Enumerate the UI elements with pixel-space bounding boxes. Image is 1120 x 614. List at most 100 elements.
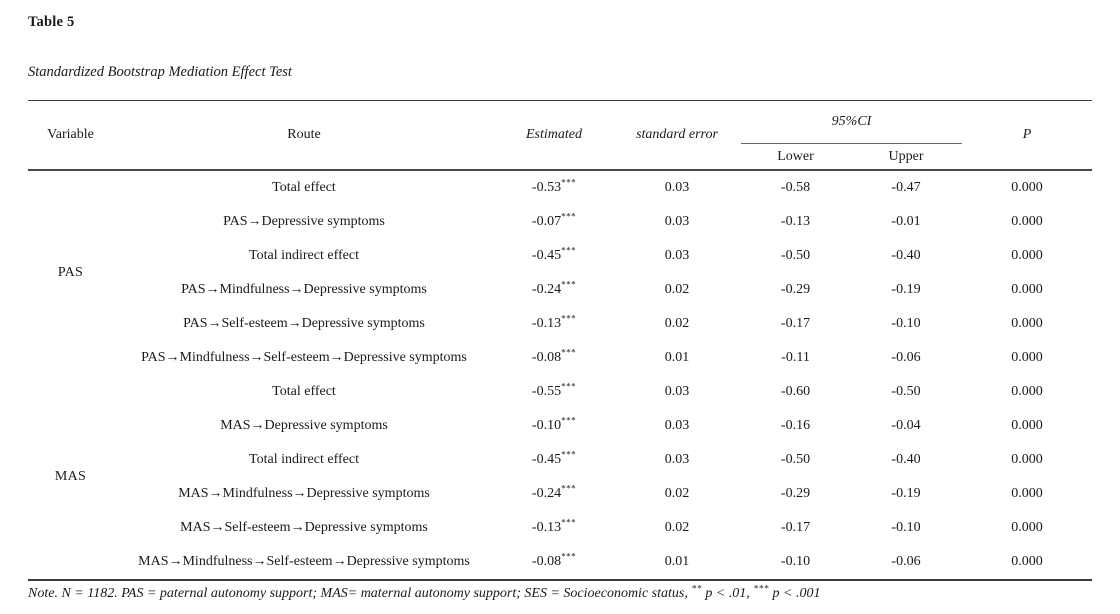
note-significance-stars: *** [753,584,770,595]
p-value-cell: 0.000 [1011,214,1043,229]
table-row: PAS→Self-esteem→Depressive symptoms -0.13… [28,307,1092,341]
table-header: Variable Route Estimated standard error … [28,100,1093,170]
ci-lower-cell: -0.29 [780,282,811,297]
col-header-p: P [1022,127,1032,142]
col-header-lower: Lower [777,148,814,164]
ci-lower-cell: -0.17 [780,316,811,331]
p-value-cell: 0.000 [1011,316,1043,331]
standard-error-cell: 0.03 [664,384,690,399]
table-row: MAS→Self-esteem→Depressive symptoms -0.13… [28,511,1092,545]
note-significance-stars: ** [691,584,702,595]
table-note: Note. N = 1182. PAS = paternal autonomy … [28,584,821,601]
mediation-effect-table: Variable Route Estimated standard error … [28,100,1093,581]
estimated-cell: -0.07*** [531,211,577,229]
estimated-cell: -0.08*** [531,551,577,569]
significance-stars: *** [561,245,577,256]
significance-stars: *** [561,313,577,324]
col-header-route: Route [287,127,321,142]
route-cell: Total effect [272,180,336,195]
standard-error-cell: 0.01 [664,554,690,569]
estimated-cell: -0.53*** [531,177,577,195]
table-row: PAS Total effect -0.53*** 0.03 -0.58 -0.47 0.0… [28,170,1092,280]
significance-stars: *** [561,517,577,528]
ci-lower-cell: -0.11 [781,350,810,365]
table-row: Total indirect effect -0.45*** 0.03 -0.50 -0… [28,443,1092,477]
standard-error-cell: 0.02 [664,316,690,331]
significance-stars: *** [561,177,577,188]
standard-error-cell: 0.02 [664,520,690,535]
ci-lower-cell: -0.50 [780,248,811,263]
col-header-standard-error: standard error [636,127,718,142]
table-label: Table 5 [28,14,75,30]
significance-stars: *** [561,347,577,358]
estimated-cell: -0.55*** [531,381,577,399]
table-row: MAS→Mindfulness→Depressive symptoms -0.24… [28,477,1092,511]
estimated-cell: -0.13*** [531,517,577,535]
significance-stars: *** [561,483,577,494]
ci-lower-cell: -0.58 [780,180,811,195]
estimated-cell: -0.13*** [531,313,577,331]
ci-upper-cell: -0.04 [891,418,921,433]
estimated-cell: -0.24*** [531,279,577,297]
ci-lower-cell: -0.29 [780,486,811,501]
route-cell: PAS→Depressive symptoms [223,214,385,229]
ci-upper-cell: -0.06 [891,350,921,365]
estimated-cell: -0.08*** [531,347,577,365]
estimated-cell: -0.45*** [531,449,577,467]
ci-upper-cell: -0.10 [891,520,921,535]
col-header-upper: Upper [888,148,924,164]
col-header-95ci: 95%CI [741,100,963,144]
route-cell: Total indirect effect [249,248,359,263]
p-value-cell: 0.000 [1011,520,1043,535]
col-header-estimated: Estimated [526,127,582,142]
significance-stars: *** [561,279,577,290]
significance-stars: *** [561,211,577,222]
ci-lower-cell: -0.60 [780,384,811,399]
ci-lower-cell: -0.16 [780,418,811,433]
p-value-cell: 0.000 [1011,180,1043,195]
p-value-cell: 0.000 [1011,452,1043,467]
estimated-cell: -0.10*** [531,415,577,433]
route-cell: Total indirect effect [249,452,359,467]
p-value-cell: 0.000 [1011,384,1043,399]
variable-group-label: MAS [54,469,87,484]
ci-upper-cell: -0.50 [891,384,921,399]
significance-stars: *** [561,415,577,426]
standard-error-cell: 0.01 [664,350,690,365]
variable-group-label: PAS [57,265,84,280]
ci-upper-cell: -0.47 [891,180,921,195]
ci-upper-cell: -0.19 [891,282,921,297]
table-row: PAS→Mindfulness→Self-esteem→Depressive s… [28,341,1092,375]
ci-upper-cell: -0.40 [891,452,921,467]
table-body: PAS Total effect -0.53*** 0.03 -0.58 -0.47 0.0… [28,170,1092,580]
estimated-cell: -0.24*** [531,483,577,501]
significance-stars: *** [561,449,577,460]
route-cell: MAS→Mindfulness→Self-esteem→Depressive s… [138,554,470,569]
route-cell: MAS→Self-esteem→Depressive symptoms [180,520,428,535]
significance-stars: *** [561,551,577,562]
col-header-variable: Variable [47,127,94,142]
standard-error-cell: 0.03 [664,180,690,195]
significance-stars: *** [561,381,577,392]
table-row: MAS→Mindfulness→Self-esteem→Depressive s… [28,545,1092,580]
route-cell: PAS→Mindfulness→Self-esteem→Depressive s… [141,350,467,365]
ci-upper-cell: -0.40 [891,248,921,263]
table-row: Total indirect effect -0.45*** 0.03 -0.50 -0… [28,239,1092,273]
estimated-cell: -0.45*** [531,245,577,263]
route-cell: PAS→Self-esteem→Depressive symptoms [183,316,425,331]
route-cell: PAS→Mindfulness→Depressive symptoms [181,282,427,297]
p-value-cell: 0.000 [1011,350,1043,365]
ci-upper-cell: -0.01 [891,214,921,229]
p-value-cell: 0.000 [1011,486,1043,501]
ci-lower-cell: -0.10 [780,554,811,569]
ci-lower-cell: -0.17 [780,520,811,535]
ci-upper-cell: -0.10 [891,316,921,331]
standard-error-cell: 0.03 [664,248,690,263]
route-cell: MAS→Depressive symptoms [220,418,388,433]
table-title: Standardized Bootstrap Mediation Effect … [28,64,292,80]
standard-error-cell: 0.03 [664,418,690,433]
table-row: PAS→Depressive symptoms -0.07*** 0.03 -0.13… [28,205,1092,239]
table-row: PAS→Mindfulness→Depressive symptoms -0.24… [28,273,1092,307]
ci-lower-cell: -0.13 [780,214,811,229]
